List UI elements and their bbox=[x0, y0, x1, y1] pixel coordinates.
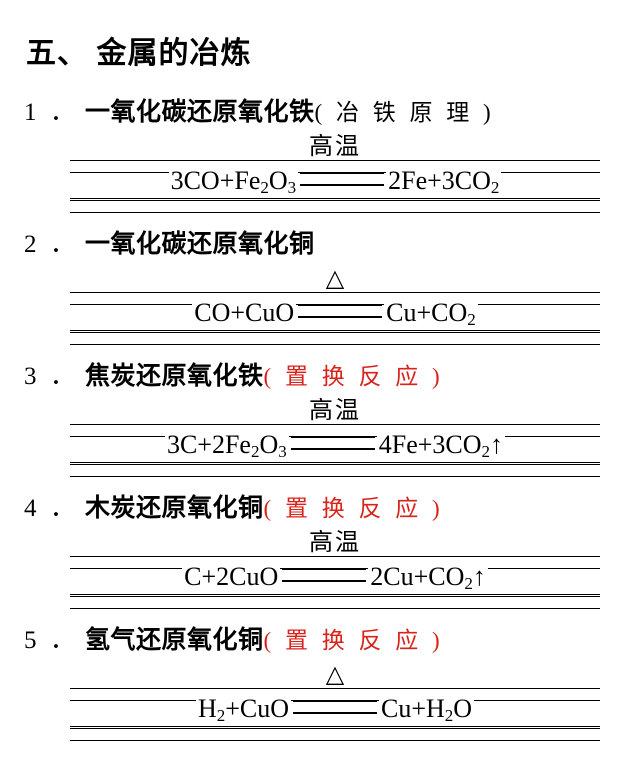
equals-sign bbox=[298, 304, 382, 318]
reaction-condition: △ bbox=[70, 266, 600, 292]
chemical-equation: H2+CuO Cu+H2O bbox=[70, 694, 600, 726]
item-title: 木炭还原氧化铜 bbox=[85, 495, 264, 522]
chemical-equation: CO+CuO Cu+CO2 bbox=[70, 298, 600, 330]
equals-sign bbox=[282, 568, 366, 582]
equation-item: 3． 焦炭还原氧化铁( 置 换 反 应 ) 高温 3C+2Fe2O3 4Fe+3CO2↑ bbox=[24, 356, 616, 478]
item-dot: ． bbox=[50, 231, 75, 258]
item-number: 3 bbox=[24, 363, 50, 391]
equation-item: 2． 一氧化碳还原氧化铜 △ CO+CuO Cu+CO2 bbox=[24, 224, 616, 346]
rule-line bbox=[70, 556, 600, 557]
equation-block: △ CO+CuO Cu+CO2 bbox=[70, 266, 600, 346]
rule-lines bbox=[70, 596, 600, 610]
rule-line bbox=[70, 462, 600, 463]
chemical-equation: C+2CuO 2Cu+CO2↑ bbox=[70, 562, 600, 594]
equation-rhs: Cu+CO2 bbox=[384, 298, 478, 327]
equals-sign bbox=[291, 436, 375, 450]
rule-line bbox=[70, 688, 600, 689]
chemical-equation: 3C+2Fe2O3 4Fe+3CO2↑ bbox=[70, 430, 600, 462]
equation-rhs: Cu+H2O bbox=[379, 694, 474, 723]
item-title: 一氧化碳还原氧化铁 bbox=[85, 99, 315, 126]
rule-lines bbox=[70, 728, 600, 742]
equation-lhs: H2+CuO bbox=[196, 694, 291, 723]
equation-lhs: CO+CuO bbox=[192, 298, 296, 327]
item-paren: ( 冶 铁 原 理 ) bbox=[315, 100, 495, 125]
rule-lines bbox=[70, 200, 600, 214]
item-heading: 3． 焦炭还原氧化铁( 置 换 反 应 ) bbox=[24, 356, 616, 392]
rule-line bbox=[70, 726, 600, 727]
rule-line bbox=[70, 160, 600, 161]
item-dot: ． bbox=[50, 99, 75, 126]
equation-block: 高温 3C+2Fe2O3 4Fe+3CO2↑ bbox=[70, 398, 600, 478]
rule-line bbox=[70, 330, 600, 331]
reaction-condition: 高温 bbox=[70, 134, 600, 160]
equation-lhs: 3CO+Fe2O3 bbox=[169, 166, 299, 195]
equation-block: 高温 3CO+Fe2O3 2Fe+3CO2 bbox=[70, 134, 600, 214]
equation-item: 1． 一氧化碳还原氧化铁( 冶 铁 原 理 ) 高温 3CO+Fe2O3 2Fe+3CO… bbox=[24, 92, 616, 214]
equation-rhs: 4Fe+3CO2↑ bbox=[377, 430, 505, 459]
reaction-condition: 高温 bbox=[70, 398, 600, 424]
equation-row: CO+CuO Cu+CO2 bbox=[70, 292, 600, 332]
reaction-condition: 高温 bbox=[70, 530, 600, 556]
item-dot: ． bbox=[50, 363, 75, 390]
item-heading: 1． 一氧化碳还原氧化铁( 冶 铁 原 理 ) bbox=[24, 92, 616, 128]
item-number: 4 bbox=[24, 495, 50, 523]
item-dot: ． bbox=[50, 495, 75, 522]
equals-sign bbox=[293, 700, 377, 714]
equation-lhs: C+2CuO bbox=[182, 562, 280, 591]
equation-rhs: 2Cu+CO2↑ bbox=[368, 562, 488, 591]
equation-row: C+2CuO 2Cu+CO2↑ bbox=[70, 556, 600, 596]
equation-block: △ H2+CuO Cu+H2O bbox=[70, 662, 600, 742]
item-number: 1 bbox=[24, 99, 50, 127]
item-heading: 2． 一氧化碳还原氧化铜 bbox=[24, 224, 616, 260]
item-dot: ． bbox=[50, 627, 75, 654]
rule-line bbox=[70, 424, 600, 425]
rule-line bbox=[70, 594, 600, 595]
equation-row: 3CO+Fe2O3 2Fe+3CO2 bbox=[70, 160, 600, 200]
chemical-equation: 3CO+Fe2O3 2Fe+3CO2 bbox=[70, 166, 600, 198]
rule-lines bbox=[70, 332, 600, 346]
section-title: 五、 金属的冶炼 bbox=[26, 28, 616, 72]
item-heading: 4． 木炭还原氧化铜( 置 换 反 应 ) bbox=[24, 488, 616, 524]
item-paren: ( 置 换 反 应 ) bbox=[264, 364, 444, 389]
rule-line bbox=[70, 198, 600, 199]
item-title: 氢气还原氧化铜 bbox=[85, 627, 264, 654]
items-container: 1．一氧化碳还原氧化铁( 冶 铁 原 理 )高温3CO+Fe2O32Fe+3CO… bbox=[24, 92, 616, 742]
item-paren: ( 置 换 反 应 ) bbox=[264, 628, 444, 653]
reaction-condition: △ bbox=[70, 662, 600, 688]
rule-line bbox=[70, 292, 600, 293]
equation-row: H2+CuO Cu+H2O bbox=[70, 688, 600, 728]
item-title: 焦炭还原氧化铁 bbox=[85, 363, 264, 390]
item-number: 2 bbox=[24, 231, 50, 259]
item-title: 一氧化碳还原氧化铜 bbox=[85, 231, 315, 258]
equation-rhs: 2Fe+3CO2 bbox=[386, 166, 501, 195]
rule-lines bbox=[70, 464, 600, 478]
equation-item: 4． 木炭还原氧化铜( 置 换 反 应 ) 高温 C+2CuO 2Cu+CO2↑ bbox=[24, 488, 616, 610]
equation-block: 高温 C+2CuO 2Cu+CO2↑ bbox=[70, 530, 600, 610]
item-heading: 5． 氢气还原氧化铜( 置 换 反 应 ) bbox=[24, 620, 616, 656]
equation-item: 5． 氢气还原氧化铜( 置 换 反 应 ) △ H2+CuO Cu+H2O bbox=[24, 620, 616, 742]
item-number: 5 bbox=[24, 627, 50, 655]
equation-row: 3C+2Fe2O3 4Fe+3CO2↑ bbox=[70, 424, 600, 464]
item-paren: ( 置 换 反 应 ) bbox=[264, 496, 444, 521]
equation-lhs: 3C+2Fe2O3 bbox=[165, 430, 289, 459]
equals-sign bbox=[300, 172, 384, 186]
